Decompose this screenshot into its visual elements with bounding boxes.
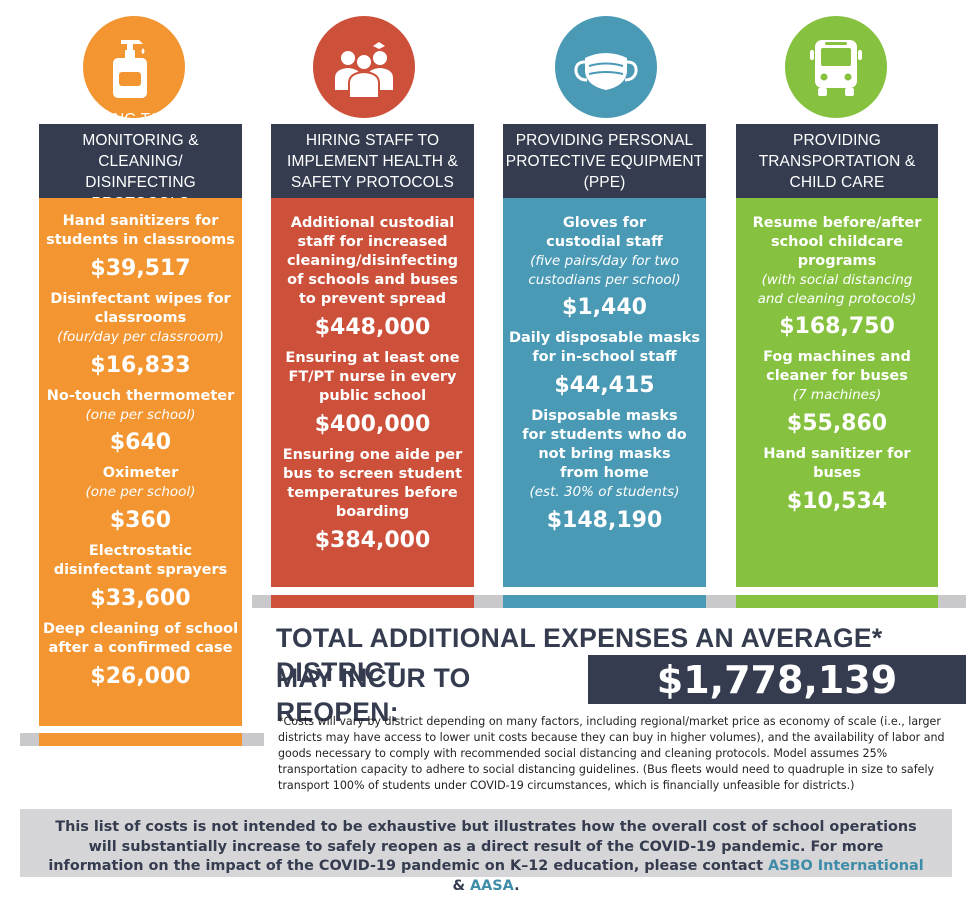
item-title: Ensuring one aide per bus to screen stud… [282,447,463,520]
column-body-hiring-staff: Additional custodial staff for increased… [271,198,474,587]
total-title-line2: MAY INCUR TO REOPEN: [276,663,471,727]
item-title: Gloves for custodial staff [546,215,663,250]
cost-item: Resume before/after school childcare pro… [753,214,922,348]
item-title: Deep cleaning of school after a confirme… [42,620,239,656]
item-cost: $39,517 [90,256,191,281]
divider-strip-green [736,595,938,608]
item-note: (7 machines) [792,387,882,403]
header-line: PROTECTIVE EQUIPMENT [505,152,704,170]
header-line: CHILD CARE [789,173,885,191]
column-body-health-protocols: Hand sanitizers for students in classroo… [39,198,242,726]
item-cost: $384,000 [314,528,431,553]
item-title: No-touch thermometer [46,387,235,404]
bottom-info-box: This list of costs is not intended to be… [20,809,952,894]
column-header-hiring-staff: HIRING STAFF TO IMPLEMENT HEALTH & SAFET… [271,124,474,198]
item-title: Disposable masks for students who do not… [522,408,687,481]
aasa-link[interactable]: AASA [470,877,515,894]
item-note: (one per school) [85,484,196,500]
item-note: (one per school) [85,406,196,423]
item-cost: $400,000 [314,412,431,437]
staff-group-icon-circle [313,16,415,118]
cost-item: No-touch thermometer (one per school) $640 [47,387,234,465]
asbo-link[interactable]: ASBO International [768,858,924,874]
cost-item: Ensuring at least one FT/PT nurse in eve… [285,349,459,446]
header-line: ADHERING TO HEALTH [53,110,228,128]
staff-group-icon [335,42,393,99]
item-cost: $55,860 [786,410,888,436]
item-cost: $448,000 [314,315,431,340]
header-line: IMPLEMENT HEALTH & [287,152,458,170]
item-cost: $16,833 [90,352,191,378]
cost-item: Gloves for custodial staff (five pairs/da… [528,214,680,329]
bottom-info-text: This list of costs is not intended to be… [48,819,917,874]
footnote: *Costs will vary by district depending o… [278,715,945,792]
column-body-ppe: Gloves for custodial staff (five pairs/da… [503,198,706,587]
cost-item: Fog machines and cleaner for buses (7 mac… [763,348,911,445]
cost-item: Electrostatic disinfectant sprayers $33,6… [54,542,228,620]
cost-item: Hand sanitizer for buses $10,534 [763,445,910,523]
item-title: Resume before/after school childcare pro… [752,215,922,269]
item-cost: $33,600 [90,585,191,611]
item-title: Daily disposable masks for in-school sta… [508,330,701,365]
item-title: Hand sanitizer for buses [763,445,911,481]
header-line: PROVIDING PERSONAL [515,131,694,149]
divider-strip-red [271,595,474,608]
cost-item: Disposable masks for students who do not… [522,407,687,542]
period: . [514,877,520,894]
item-note: (est. 30% of students) [529,484,680,500]
item-cost: $10,534 [786,488,888,514]
header-line: (PPE) [583,173,626,191]
item-title: Additional custodial staff for increased… [286,215,459,307]
item-cost: $360 [109,507,172,533]
item-note: (with social distancing and cleaning pro… [757,272,917,307]
item-cost: $26,000 [90,663,191,689]
header-line: SAFETY PROTOCOLS [291,173,454,191]
item-note: (five pairs/day for two custodians per s… [528,253,681,288]
cost-item: Ensuring one aide per bus to screen stud… [283,446,463,562]
header-line: PROVIDING [793,131,881,149]
cost-item: Oximeter (one per school) $360 [86,464,196,542]
item-cost: $44,415 [554,373,655,398]
total-amount: $1,778,139 [588,655,966,704]
item-cost: $168,750 [779,314,895,339]
hand-sanitizer-icon-circle [83,16,185,118]
item-title: Hand sanitizers for students in classroo… [46,213,235,248]
item-cost: $148,190 [546,507,663,533]
header-line: MONITORING & CLEANING/ [82,131,199,170]
item-title: Disinfectant wipes for classrooms [50,291,231,326]
column-body-transportation: Resume before/after school childcare pro… [736,198,938,587]
divider-strip-blue [503,595,706,608]
cost-item: Hand sanitizers for students in classroo… [46,212,235,290]
column-header-health-protocols: ADHERING TO HEALTH MONITORING & CLEANING… [39,111,242,212]
item-title: Fog machines and cleaner for buses [763,349,911,384]
item-title: Electrostatic disinfectant sprayers [53,542,228,578]
bus-icon [810,40,862,96]
cost-item: Additional custodial staff for increased… [287,214,458,349]
hand-sanitizer-icon [113,40,147,98]
divider-strip-orange [39,733,242,746]
header-line: TRANSPORTATION & [758,152,916,170]
bus-icon-circle [785,16,887,118]
face-mask-icon [574,53,638,90]
cost-item: Deep cleaning of school after a confirme… [43,620,238,698]
column-header-ppe: PROVIDING PERSONAL PROTECTIVE EQUIPMENT … [503,124,706,198]
item-note: (four/day per classroom) [57,329,224,345]
total-title-line1: TOTAL ADDITIONAL EXPENSES AN AVERAGE* DI… [276,623,883,687]
cost-item: Disinfectant wipes for classrooms (four/d… [50,290,230,387]
header-line: HIRING STAFF TO [305,131,440,149]
column-header-transportation: PROVIDING TRANSPORTATION & CHILD CARE [736,124,938,198]
cost-item: Daily disposable masks for in-school sta… [509,329,700,407]
face-mask-icon-circle [555,16,657,118]
ampersand: & [452,877,466,894]
item-title: Oximeter [102,465,179,481]
item-title: Ensuring at least one FT/PT nurse in eve… [285,350,460,404]
item-cost: $1,440 [562,295,647,320]
item-cost: $640 [109,430,172,455]
